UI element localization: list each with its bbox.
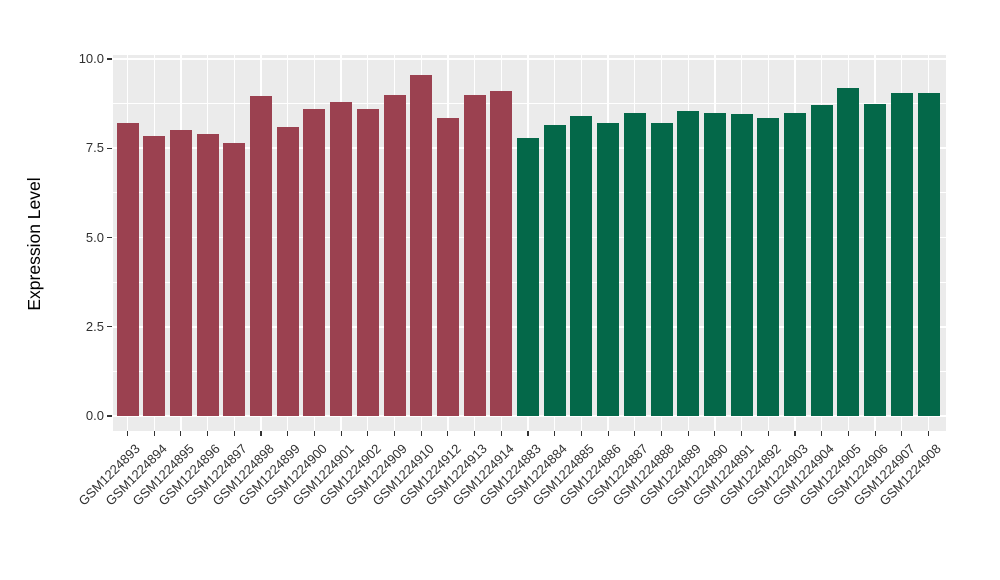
x-tick-mark bbox=[180, 431, 182, 436]
x-tick-mark bbox=[447, 431, 449, 436]
x-tick-mark bbox=[233, 431, 235, 436]
bar-GSM1224907 bbox=[890, 92, 913, 416]
major-gridline bbox=[113, 415, 946, 417]
bar-GSM1224910 bbox=[410, 75, 433, 416]
x-tick-mark bbox=[767, 431, 769, 436]
x-tick-mark bbox=[500, 431, 502, 436]
y-tick-label: 0.0 bbox=[85, 408, 104, 423]
x-tick-mark bbox=[554, 431, 556, 436]
x-tick-mark bbox=[821, 431, 823, 436]
x-tick-mark bbox=[927, 431, 930, 436]
x-tick-mark bbox=[687, 431, 689, 436]
bar-GSM1224889 bbox=[677, 110, 700, 416]
minor-gridline bbox=[113, 103, 946, 105]
x-tick-mark bbox=[847, 431, 849, 436]
bar-GSM1224902 bbox=[356, 108, 379, 416]
bar-GSM1224884 bbox=[543, 125, 566, 416]
x-tick-mark bbox=[287, 431, 289, 436]
x-tick-mark bbox=[634, 431, 636, 436]
bar-GSM1224890 bbox=[703, 112, 726, 416]
y-tick-mark bbox=[107, 415, 112, 417]
x-tick-mark bbox=[420, 431, 422, 436]
bar-GSM1224906 bbox=[864, 103, 887, 416]
bar-GSM1224904 bbox=[810, 105, 833, 416]
bar-GSM1224885 bbox=[570, 116, 593, 416]
bar-GSM1224905 bbox=[837, 87, 860, 416]
y-tick-mark bbox=[107, 326, 112, 328]
y-tick-mark bbox=[107, 58, 112, 60]
bar-GSM1224888 bbox=[650, 123, 673, 416]
x-tick-mark bbox=[660, 431, 663, 436]
bar-GSM1224893 bbox=[116, 123, 139, 416]
x-tick-mark bbox=[153, 431, 155, 436]
bar-GSM1224901 bbox=[330, 101, 353, 416]
y-tick-mark bbox=[107, 147, 112, 149]
bar-GSM1224908 bbox=[917, 92, 940, 416]
x-tick-mark bbox=[207, 431, 209, 436]
bar-GSM1224914 bbox=[490, 91, 513, 416]
x-tick-mark bbox=[474, 431, 476, 436]
x-tick-mark bbox=[393, 431, 396, 436]
bar-GSM1224883 bbox=[517, 137, 539, 416]
y-tick-label: 5.0 bbox=[85, 229, 104, 245]
x-tick-mark bbox=[580, 431, 582, 436]
bar-GSM1224895 bbox=[169, 130, 192, 416]
x-tick-mark bbox=[874, 431, 876, 436]
bar-GSM1224894 bbox=[143, 135, 166, 416]
x-tick-mark bbox=[714, 431, 716, 436]
x-tick-mark bbox=[901, 431, 903, 436]
x-tick-mark bbox=[527, 431, 529, 436]
bar-GSM1224897 bbox=[223, 142, 246, 416]
x-tick-mark bbox=[741, 431, 743, 436]
bar-GSM1224887 bbox=[623, 112, 646, 416]
bar-GSM1224899 bbox=[276, 126, 299, 416]
bar-GSM1224891 bbox=[730, 114, 753, 416]
bar-GSM1224900 bbox=[303, 108, 326, 416]
y-tick-label: 2.5 bbox=[85, 318, 104, 334]
x-tick-mark bbox=[794, 431, 796, 436]
bar-GSM1224903 bbox=[784, 112, 806, 416]
y-tick-label: 10.0 bbox=[78, 51, 104, 66]
major-gridline bbox=[113, 58, 946, 60]
bar-GSM1224892 bbox=[757, 117, 780, 416]
x-tick-mark bbox=[313, 431, 315, 436]
bar-GSM1224886 bbox=[597, 123, 620, 416]
y-tick-label: 7.5 bbox=[85, 140, 104, 156]
x-tick-mark bbox=[260, 431, 262, 436]
y-tick-mark bbox=[107, 236, 112, 239]
x-tick-mark bbox=[367, 431, 369, 436]
x-tick-mark bbox=[340, 431, 342, 436]
bar-GSM1224898 bbox=[250, 96, 272, 416]
x-tick-mark bbox=[607, 431, 609, 436]
bar-GSM1224909 bbox=[383, 94, 406, 416]
bar-GSM1224896 bbox=[196, 133, 219, 416]
x-tick-mark bbox=[126, 431, 129, 436]
bar-GSM1224912 bbox=[436, 117, 459, 416]
bar-GSM1224913 bbox=[463, 94, 486, 416]
plot-panel bbox=[113, 55, 946, 431]
